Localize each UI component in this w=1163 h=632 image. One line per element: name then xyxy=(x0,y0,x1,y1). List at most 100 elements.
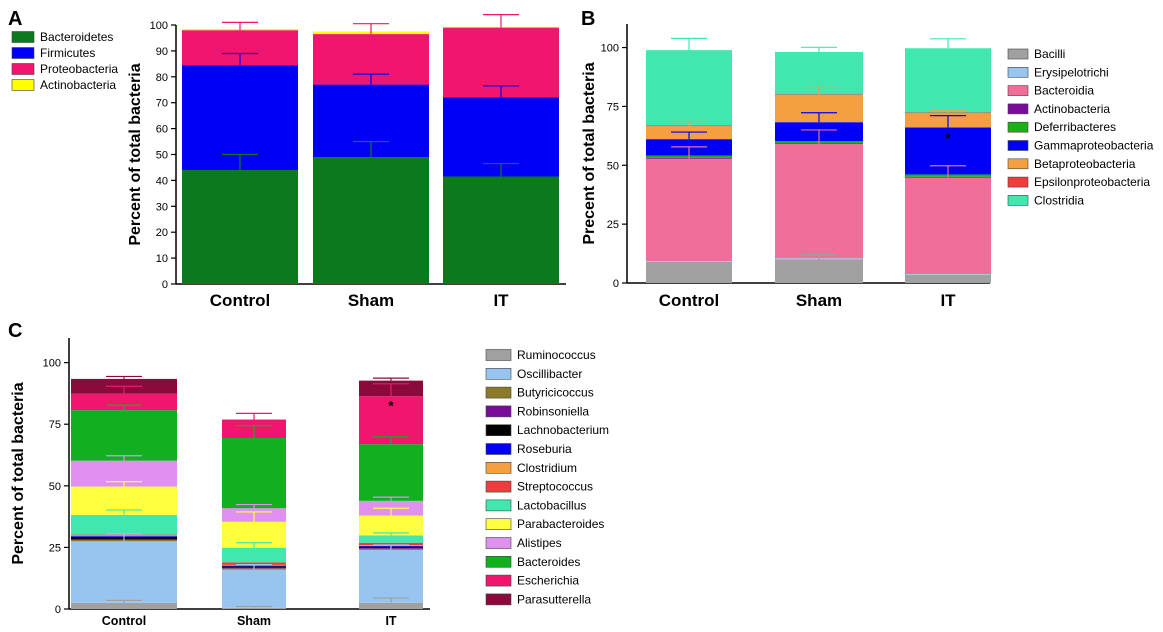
panel-c-legend-swatch-roseburia xyxy=(485,443,512,455)
panel-c-y-tick-label: 0 xyxy=(55,604,61,616)
panel-c-y-axis-label: Percent of total bacteria xyxy=(10,382,27,564)
panel-c-legend-label-bacteroides: Bacteroides xyxy=(517,555,580,569)
panel-a-y-tick-label: 60 xyxy=(156,124,168,136)
panel-b-bar-control-bacilli xyxy=(646,261,732,283)
panel-a-category-label-sham: Sham xyxy=(348,291,394,310)
panel-b-y-tick-label: 50 xyxy=(607,160,619,172)
panel-b-y-tick-label: 75 xyxy=(607,101,619,113)
panel-a-y-tick-label: 70 xyxy=(156,98,168,110)
panel-b-legend-swatch-epsilonproteobacteria xyxy=(1007,176,1029,188)
panel-c-bar-sham-bacteroides xyxy=(222,438,286,509)
panel-b-legend-swatch-betaproteobacteria xyxy=(1007,158,1029,170)
panel-a-bar-it-bacteroidetes xyxy=(443,176,559,284)
panel-c-legend-swatch-oscillibacter xyxy=(485,367,512,380)
panel-b-bar-control-erysipelotrichi xyxy=(646,261,732,262)
panel-b-legend-label-bacilli: Bacilli xyxy=(1034,47,1065,61)
panel-c-legend-swatch-parasutterella xyxy=(485,593,512,606)
panel-b-legend-label-actinobacteria: Actinobacteria xyxy=(1034,102,1110,116)
panel-c-legend-label-roseburia: Roseburia xyxy=(517,442,572,456)
panel-c-bar-it-lactobacillus xyxy=(359,535,423,543)
panel-b-bar-sham-bacilli xyxy=(775,259,863,283)
panel-c-y-tick-label: 25 xyxy=(49,542,61,554)
panel-a-legend-label-actinobacteria: Actinobacteria xyxy=(40,78,116,92)
panel-a-y-tick-label: 90 xyxy=(156,46,168,58)
panel-c-legend-label-parabacteroides: Parabacteroides xyxy=(517,517,604,531)
panel-c-legend-label-lactobacillus: Lactobacillus xyxy=(517,498,586,512)
panel-c-legend-label-ruminococcus: Ruminococcus xyxy=(517,348,596,362)
panel-a-y-tick-label: 50 xyxy=(156,150,168,162)
panel-c-bar-sham-streptococcus xyxy=(222,562,286,565)
panel-c-legend-swatch-ruminococcus xyxy=(485,349,512,361)
panel-a-y-tick-label: 100 xyxy=(150,20,168,32)
panel-c-legend-swatch-lachnobacterium xyxy=(485,424,512,437)
panel-b-category-label-control: Control xyxy=(659,291,719,310)
panel-b-bar-control-clostridia xyxy=(646,50,732,126)
panel-a-legend-swatch-bacteroidetes xyxy=(11,31,35,43)
panel-b-legend-swatch-gammaproteobacteria xyxy=(1007,140,1029,151)
panel-c-legend-label-parasutterella: Parasutterella xyxy=(517,592,591,606)
panel-b-legend-swatch-bacteroidia xyxy=(1007,85,1029,96)
panel-c-legend-swatch-lactobacillus xyxy=(485,499,512,512)
panel-c-bar-control-oscillibacter xyxy=(71,541,177,603)
panel-b-legend-label-betaproteobacteria: Betaproteobacteria xyxy=(1034,157,1136,171)
panel-c-category-label-it: IT xyxy=(385,614,396,628)
panel-c-bar-control-ruminococcus xyxy=(71,602,177,609)
panel-c-legend-label-oscillibacter: Oscillibacter xyxy=(517,367,582,381)
panel-c-legend-swatch-escherichia xyxy=(485,574,512,587)
panel-c-bar-sham-lactobacillus xyxy=(222,547,286,563)
panel-c-legend-swatch-alistipes xyxy=(485,537,512,549)
panel-a-y-tick-label: 0 xyxy=(162,279,168,291)
panel-c-bar-it-ruminococcus xyxy=(359,602,423,609)
panel-b-legend-swatch-bacilli xyxy=(1007,48,1029,60)
panel-c-legend-swatch-streptococcus xyxy=(485,480,512,493)
panel-b-bar-sham-bacteroidia xyxy=(775,144,863,259)
panel-c-bar-control-escherichia xyxy=(71,393,177,411)
panel-c-bar-sham-oscillibacter xyxy=(222,569,286,608)
panel-b-legend-label-deferribacteres: Deferribacteres xyxy=(1034,120,1116,134)
panel-a-bar-control-bacteroidetes xyxy=(182,170,298,284)
panel-a-category-label-it: IT xyxy=(493,291,509,310)
panel-b-legend-label-erysipelotrichi: Erysipelotrichi xyxy=(1034,65,1109,79)
panel-a-legend-label-proteobacteria: Proteobacteria xyxy=(40,62,118,76)
panel-b-legend-swatch-clostridia xyxy=(1007,195,1029,206)
panel-c-legend-label-streptococcus: Streptococcus xyxy=(517,480,593,494)
panel-c-bar-it-bacteroides xyxy=(359,444,423,501)
panel-b-legend-swatch-erysipelotrichi xyxy=(1007,67,1029,78)
panel-c-legend-label-lachnobacterium: Lachnobacterium xyxy=(517,423,609,437)
panel-b-y-tick-label: 100 xyxy=(601,43,619,55)
panel-b-significance-marker: * xyxy=(945,130,951,146)
panel-c-bar-it-parabacteroides xyxy=(359,515,423,536)
panel-a-legend-swatch-proteobacteria xyxy=(11,63,35,75)
panel-a-legend-label-bacteroidetes: Bacteroidetes xyxy=(40,30,113,44)
panel-b-category-label-it: IT xyxy=(940,291,956,310)
panel-a-legend-swatch-firmicutes xyxy=(11,47,35,59)
panel-c-bar-control-lactobacillus xyxy=(71,514,177,535)
panel-c-legend-swatch-parabacteroides xyxy=(485,518,512,531)
panel-c-legend-label-alistipes: Alistipes xyxy=(517,536,562,550)
panel-b-y-axis-label: Precent of total bacteria xyxy=(581,62,598,244)
panel-b-legend-label-bacteroidia: Bacteroidia xyxy=(1034,84,1094,98)
panel-a-y-tick-label: 10 xyxy=(156,253,168,265)
panel-c-significance-marker: * xyxy=(388,398,394,414)
panel-c-y-tick-label: 75 xyxy=(49,419,61,431)
panel-label-b: B xyxy=(581,8,595,30)
panel-c-legend-swatch-clostridium xyxy=(485,461,512,474)
panel-c-legend-swatch-butyricicoccus xyxy=(485,386,512,399)
panel-b-legend-swatch-deferribacteres xyxy=(1007,121,1029,133)
panel-c-y-tick-label: 100 xyxy=(43,358,61,370)
panel-a-legend-label-firmicutes: Firmicutes xyxy=(40,46,95,60)
panel-b-legend-label-gammaproteobacteria: Gammaproteobacteria xyxy=(1034,139,1154,153)
panel-b-bar-control-bacteroidia xyxy=(646,158,732,262)
panel-b-category-label-sham: Sham xyxy=(796,291,842,310)
panel-c-legend-swatch-robinsoniella xyxy=(485,405,512,418)
panel-a-legend-swatch-actinobacteria xyxy=(11,79,35,91)
panel-c-bar-it-streptococcus xyxy=(359,542,423,546)
panel-b-bar-it-bacilli xyxy=(905,274,991,283)
panel-label-a: A xyxy=(8,8,22,30)
panel-c-bar-sham-ruminococcus xyxy=(222,607,286,609)
panel-b-bar-it-erysipelotrichi xyxy=(905,274,991,275)
panel-c-category-label-control: Control xyxy=(102,614,146,628)
panel-b-y-tick-label: 0 xyxy=(613,278,619,290)
panel-c-legend-swatch-bacteroides xyxy=(485,555,512,568)
